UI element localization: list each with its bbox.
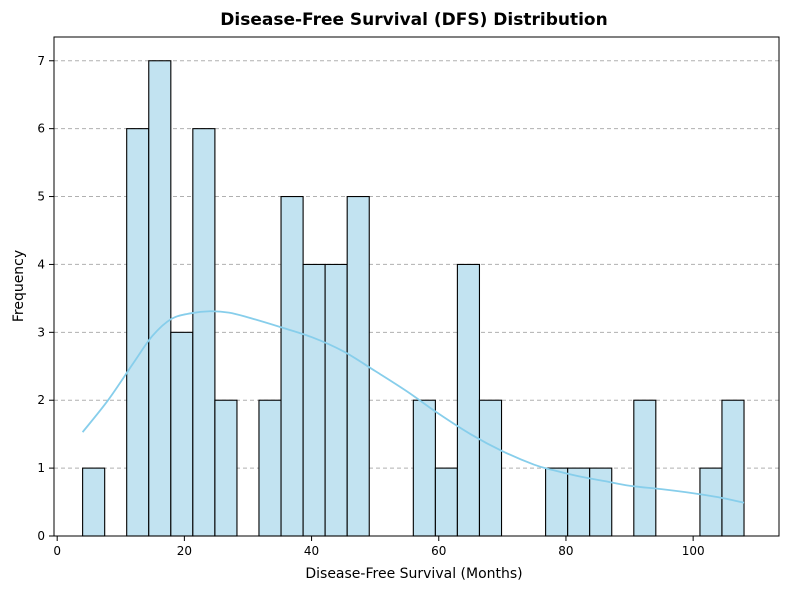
x-axis-ticks: 0 20 40 60 80 100 bbox=[53, 536, 705, 558]
x-tick-label: 80 bbox=[558, 544, 573, 558]
chart-title: Disease-Free Survival (DFS) Distribution bbox=[220, 10, 607, 30]
axes bbox=[53, 36, 780, 537]
histogram-bar bbox=[148, 60, 172, 537]
histogram-bar bbox=[633, 399, 657, 537]
x-axis-label: Disease-Free Survival (Months) bbox=[305, 566, 522, 582]
histogram-bar bbox=[699, 467, 723, 537]
y-tick-label: 1 bbox=[37, 461, 45, 475]
histogram-bar bbox=[170, 331, 194, 537]
histogram-bar bbox=[302, 263, 326, 537]
y-axis-label: Frequency bbox=[11, 250, 27, 322]
y-tick-label: 2 bbox=[37, 393, 45, 407]
histogram-bar bbox=[280, 195, 304, 537]
y-axis-ticks: 0 1 2 3 4 5 6 7 bbox=[37, 54, 54, 543]
x-tick-label: 100 bbox=[682, 544, 705, 558]
x-tick-label: 60 bbox=[431, 544, 446, 558]
histogram-bar bbox=[478, 399, 503, 537]
histogram-bar bbox=[214, 399, 238, 537]
histogram-bar bbox=[324, 263, 348, 537]
plot-frame bbox=[53, 36, 780, 537]
y-tick-label: 5 bbox=[37, 190, 45, 204]
kde-curve bbox=[81, 310, 745, 504]
histogram-bar bbox=[126, 128, 150, 537]
y-tick-label: 7 bbox=[37, 54, 45, 68]
histogram-bar bbox=[456, 263, 481, 537]
kde-curve-layer bbox=[81, 310, 745, 504]
histogram-bar bbox=[346, 195, 370, 537]
x-tick-label: 20 bbox=[177, 544, 192, 558]
histogram-bar bbox=[258, 399, 282, 537]
histogram-bar bbox=[721, 399, 745, 537]
histogram-bar bbox=[82, 467, 106, 537]
y-tick-label: 6 bbox=[37, 122, 45, 136]
y-tick-label: 0 bbox=[37, 529, 45, 543]
histogram-bar bbox=[434, 467, 458, 537]
histogram-bar bbox=[192, 128, 216, 537]
x-tick-label: 0 bbox=[53, 544, 61, 558]
x-tick-label: 40 bbox=[304, 544, 319, 558]
histogram-bar bbox=[545, 467, 569, 537]
y-tick-label: 3 bbox=[37, 325, 45, 339]
histogram-bars bbox=[82, 60, 745, 537]
y-tick-label: 4 bbox=[37, 257, 45, 271]
histogram-bar bbox=[412, 399, 436, 537]
